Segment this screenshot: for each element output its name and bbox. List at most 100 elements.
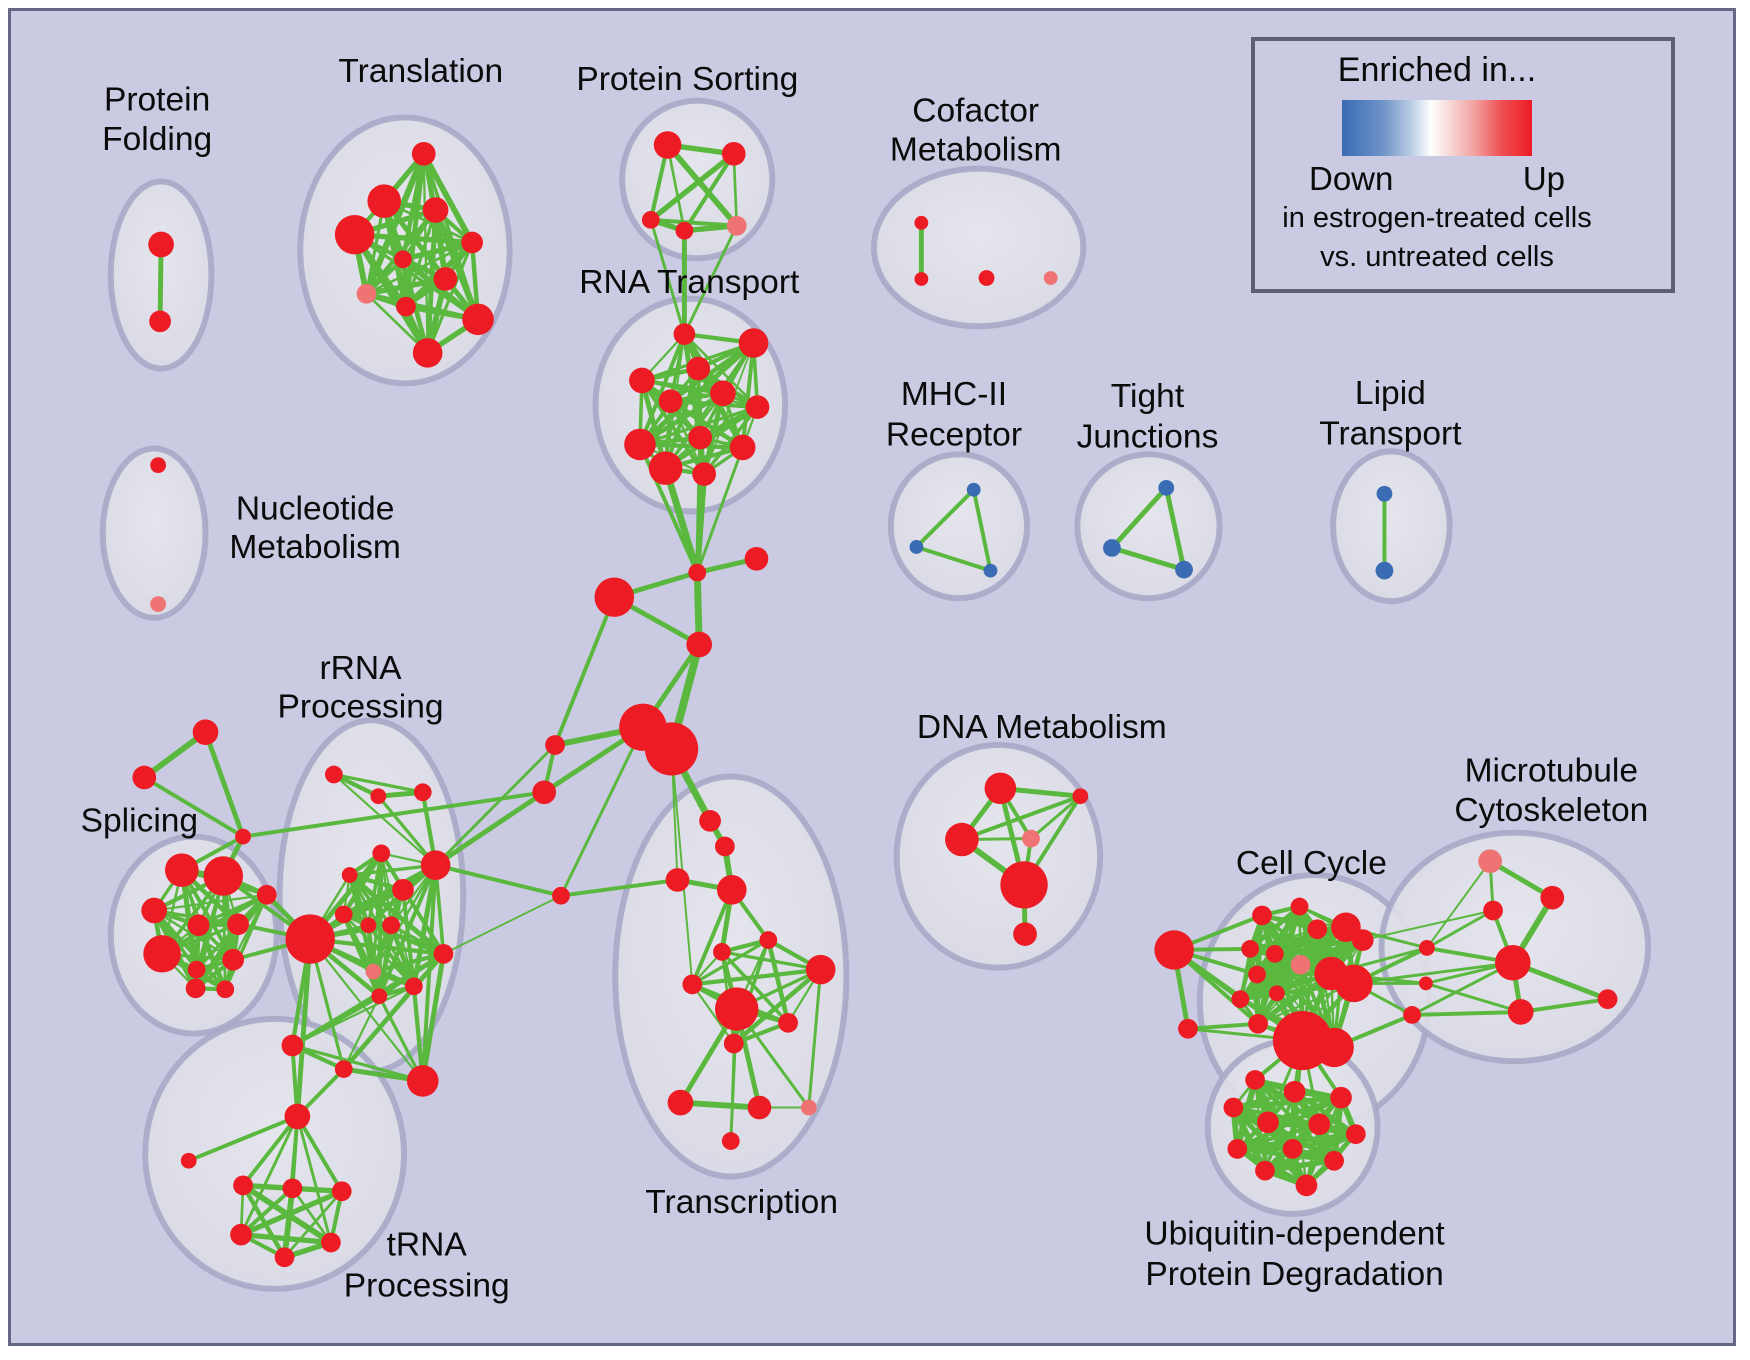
edge-sc6-sc7 [159, 892, 269, 956]
node-rt4 [629, 367, 655, 394]
node-c3 [744, 546, 769, 571]
edge-r7-s1 [434, 743, 557, 867]
node-tr9 [682, 974, 703, 995]
node-s1 [545, 735, 565, 755]
node-pf2 [149, 310, 171, 333]
edge-r7-tr5 [433, 863, 563, 898]
edge-r7-r11 [433, 863, 446, 956]
node-rt11 [648, 451, 683, 485]
node-mtb [1495, 944, 1531, 981]
legend-gradient-bar [1342, 100, 1532, 156]
edge-r10-r14 [377, 923, 393, 998]
node-sc3 [141, 897, 168, 924]
node-lp1 [1376, 485, 1393, 502]
node-tl8 [356, 283, 377, 304]
node-tr13 [667, 1089, 694, 1116]
edge-cn1-mt2 [1425, 909, 1495, 950]
node-cc7 [1265, 944, 1284, 963]
node-cf3 [978, 270, 995, 286]
edge-cc4-cc6 [1248, 925, 1348, 951]
node-cc1 [1252, 905, 1272, 926]
node-st2 [132, 765, 157, 790]
edge-mh2-mh3 [914, 544, 993, 573]
cluster-label-cofactor-metabolism: Metabolism [890, 132, 1062, 169]
node-mt1 [1540, 885, 1565, 910]
node-sc1 [165, 853, 199, 887]
cluster-label-protein-folding: Protein [104, 82, 210, 119]
cluster-label-ubiquitin-degradation: Ubiquitin-dependent [1144, 1216, 1445, 1253]
node-th4 [230, 1223, 252, 1246]
edge-cn2-mt3 [1424, 981, 1523, 1014]
edge-ccbl-cc14 [1185, 1021, 1261, 1031]
cluster-label-lipid-transport: Transport [1319, 416, 1462, 453]
node-tr2 [715, 836, 735, 857]
legend-endpoints: Down Up [1309, 160, 1565, 198]
edge-ps2-ps5 [732, 152, 739, 228]
node-cc5 [1351, 929, 1374, 951]
cluster-ellipse-dna-metabolism [893, 742, 1104, 971]
node-r5 [341, 867, 358, 883]
node-rb3 [406, 1065, 439, 1097]
cluster-label-microtubule-cytoskeleton: Cytoskeleton [1454, 792, 1648, 829]
node-cchl [1154, 930, 1194, 970]
node-c1 [688, 563, 707, 582]
cluster-ellipse-trna-processing [142, 1015, 407, 1292]
cluster-label-rrna-processing: rRNA [320, 650, 403, 687]
node-r1 [324, 765, 343, 784]
node-c4 [686, 631, 713, 658]
edge-tj2-tj3 [1109, 545, 1187, 573]
node-tr11 [778, 1012, 798, 1033]
edge-tr9-tr12 [691, 983, 735, 1045]
edge-th1-th6 [240, 1183, 287, 1260]
node-cc6 [1241, 940, 1260, 958]
legend-caption-line2: vs. untreated cells [1320, 241, 1554, 273]
node-rb1 [281, 1034, 304, 1057]
node-r12 [365, 963, 382, 980]
edge-tr8-tr12 [731, 967, 823, 1046]
edge-r7-s2 [433, 789, 547, 868]
node-ps5 [726, 215, 747, 236]
edge-rt2-rt10 [740, 341, 756, 450]
edge-thub-th1 [241, 1114, 300, 1188]
node-pf1 [148, 231, 174, 258]
edge-rt9-rt10 [637, 442, 745, 450]
edge-s1-c2 [553, 595, 617, 747]
edge-ps1-ps4 [666, 143, 686, 233]
cluster-label-ubiquitin-degradation: Protein Degradation [1145, 1256, 1443, 1293]
node-r8 [334, 905, 353, 924]
legend-caption-line1: in estrogen-treated cells [1282, 202, 1592, 234]
node-mh1 [966, 482, 981, 497]
edge-d2-d4 [1029, 794, 1082, 841]
node-tr8 [805, 954, 836, 985]
cluster-label-cofactor-metabolism: Cofactor [912, 92, 1039, 129]
edge-hub2-tr9 [670, 747, 694, 986]
cluster-label-mhc-ii-receptor: Receptor [886, 417, 1022, 454]
node-nm2 [150, 596, 167, 612]
cluster-label-tight-junctions: Tight [1111, 378, 1185, 415]
edge-rt7-rt12 [702, 405, 760, 476]
edge-mtp-cn1 [1425, 860, 1492, 949]
node-u3 [1330, 1086, 1352, 1109]
node-tj3 [1175, 560, 1193, 579]
edge-cc5-cc7 [1273, 938, 1365, 956]
node-tln [180, 1152, 197, 1169]
node-rt12 [692, 462, 716, 486]
cluster-label-rrna-processing: Processing [278, 688, 444, 725]
node-lp2 [1375, 561, 1394, 580]
nodes [132, 131, 1618, 1268]
edge-rb1-rb3 [290, 1043, 425, 1083]
edge-rt7-rt9 [638, 405, 760, 447]
node-u9 [1282, 1139, 1303, 1159]
node-r14 [371, 988, 388, 1005]
cluster-label-tight-junctions: Junctions [1077, 418, 1219, 455]
node-ps1 [653, 131, 682, 159]
edge-r11-r12 [371, 951, 446, 974]
node-tr15 [800, 1099, 817, 1116]
edge-tl4-tl11 [351, 231, 431, 356]
node-mt4 [1597, 989, 1618, 1010]
node-r11 [433, 943, 454, 964]
edge-r1-r7 [332, 773, 437, 867]
node-cf2 [914, 272, 929, 286]
node-sc5 [227, 913, 249, 936]
